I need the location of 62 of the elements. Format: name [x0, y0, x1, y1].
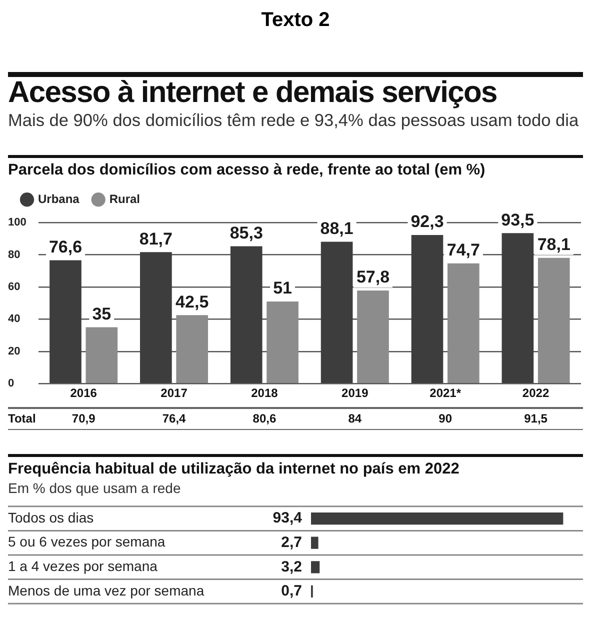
x-tick-label: 2016 — [70, 386, 98, 400]
data-label: 93,5 — [501, 210, 534, 230]
text: Acesso à internet e demais serviços — [8, 76, 498, 109]
bar — [502, 233, 534, 383]
legend-label: Rural — [109, 192, 140, 206]
data-label: 74,7 — [446, 240, 480, 260]
bar — [140, 252, 172, 383]
bar — [311, 561, 320, 574]
bar — [357, 290, 389, 383]
bar — [538, 258, 570, 383]
text: Texto 2 — [260, 8, 331, 32]
bar — [266, 301, 298, 383]
data-label: 2,7 — [281, 534, 302, 551]
text: 90 — [438, 411, 452, 426]
y-tick-label: Menos de uma vez por semana — [8, 582, 204, 598]
data-label: 78,1 — [537, 235, 570, 254]
data-label: 93,4 — [272, 510, 303, 527]
text: Total — [8, 411, 36, 426]
text: 76,4 — [162, 411, 186, 426]
y-tick-label: 20 — [8, 345, 20, 358]
bar — [411, 234, 444, 383]
x-tick-label: 2021* — [430, 386, 462, 400]
data-label: 3,2 — [281, 558, 302, 576]
data-label: 51 — [273, 278, 292, 298]
x-tick-label: 2017 — [160, 386, 188, 400]
bar — [176, 315, 208, 383]
bar — [311, 536, 318, 549]
y-tick-label: 80 — [8, 248, 20, 261]
x-tick-label: 2018 — [251, 386, 278, 400]
text: 91,5 — [524, 411, 548, 426]
data-label: 85,3 — [230, 223, 263, 242]
y-tick-label: Todos os dias — [8, 509, 94, 526]
text: 84 — [348, 411, 362, 426]
y-tick-label: 60 — [8, 281, 20, 294]
chart-title: Parcela dos domicílios com acesso à rede, frente ao total (em %) — [8, 162, 486, 179]
chart-title: Frequência habitual de utilização da internet no país em 2022 — [8, 460, 460, 478]
bar — [320, 242, 353, 383]
y-tick-label: 100 — [8, 216, 26, 229]
x-tick-label: 2019 — [342, 386, 369, 400]
data-label: 81,7 — [139, 229, 172, 248]
bar — [230, 246, 262, 383]
bar — [50, 260, 82, 383]
text: Mais de 90% dos domicílios têm rede e 93,4% das pessoas usam todo dia — [8, 109, 580, 131]
legend-label: Urbana — [38, 192, 80, 206]
data-label: 76,6 — [48, 237, 82, 256]
text: 80,6 — [252, 411, 276, 426]
data-label: 35 — [92, 304, 112, 324]
y-tick-label: 1 a 4 vezes por semana — [8, 558, 158, 574]
text: 70,9 — [72, 411, 96, 426]
data-label: 57,8 — [356, 268, 390, 287]
data-label: 42,5 — [176, 292, 209, 312]
text: Em % dos que usam a rede — [8, 480, 181, 496]
data-label: 92,3 — [410, 212, 444, 232]
bar — [311, 512, 564, 525]
y-tick-label: 5 ou 6 vezes por semana — [8, 534, 166, 550]
bar — [448, 263, 480, 383]
data-label: 0,7 — [281, 582, 302, 600]
data-label: 88,1 — [320, 218, 354, 238]
y-tick-label: 0 — [8, 378, 14, 390]
y-tick-label: 40 — [8, 313, 20, 326]
bar — [86, 327, 118, 383]
x-tick-label: 2022 — [522, 386, 550, 400]
